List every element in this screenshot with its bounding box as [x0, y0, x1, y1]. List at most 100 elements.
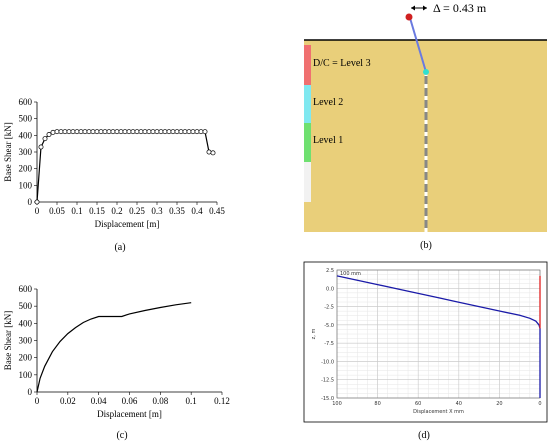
panel-a-x-tick-label: 0.25: [129, 206, 145, 216]
panel-a-data-point: [90, 129, 96, 135]
panel-a-data-point: [182, 129, 188, 135]
panel-d-x-tick-label: 20: [496, 401, 502, 407]
panel-c-x-tick-label: 0.08: [152, 396, 168, 406]
panel-a-y-tick-label: 500: [19, 114, 33, 124]
panel-c-x-tick-label: 0: [35, 396, 40, 406]
level-bar-segment: [304, 162, 311, 202]
panel-d-frame: [303, 261, 548, 423]
panel-d-x-tick-label: 40: [456, 401, 462, 407]
panel-c-chart: 0 0.02 0.04 0.06 0.08 0.1 0.12 0 100 200 300 400 500…: [3, 284, 230, 419]
panel-c-series-line: [36, 302, 192, 393]
panel-a-data-point: [178, 129, 184, 135]
panel-d-caption: (d): [418, 430, 430, 441]
panel-a-y-axis-label: Base Shear [kN]: [3, 122, 13, 181]
panel-d-chart: 100 80 60 40 20 0 2.5 0.0 -2.5 -5.0 -7.5 -10.0 -12.5…: [303, 261, 548, 423]
panel-a-data-point: [46, 132, 52, 137]
panel-a-y-tick-label: 300: [19, 147, 33, 157]
panel-a-data-point: [94, 129, 100, 135]
panel-c-x-tick-label: 0.12: [214, 396, 230, 406]
panel-a-x-tick-label: 0: [35, 206, 40, 216]
panel-a-data-point: [122, 129, 128, 135]
panel-a-data-point: [190, 129, 196, 135]
level-color-bar: [304, 45, 311, 202]
level-2-label: Level 2: [313, 97, 343, 108]
panel-d-x-axis-label: Displacement X mm: [413, 409, 464, 415]
panel-a-data-point: [102, 129, 108, 135]
panel-a-y-tick-label: 200: [19, 164, 33, 174]
panel-a-data-point: [186, 129, 192, 135]
panel-c-y-tick-label: 400: [19, 318, 33, 328]
level-bar-segment: [304, 85, 311, 123]
panel-a-data-point: [142, 129, 148, 135]
deflected-pile: [409, 17, 427, 73]
panel-c-y-axis-label: Base Shear [kN]: [3, 311, 13, 370]
panel-a-data-point: [118, 129, 124, 135]
panel-a-data-point: [126, 129, 132, 135]
panel-d-y-tick-label: -10.0: [321, 359, 334, 365]
panel-c-y-tick-label: 100: [19, 370, 33, 380]
panel-a-series-line: [36, 131, 214, 203]
panel-a-data-point: [210, 150, 216, 156]
panel-c-caption: (c): [116, 430, 127, 441]
pile-head-marker: [405, 13, 413, 21]
panel-d-y-tick-label: 2.5: [326, 268, 334, 274]
panel-a-data-point: [194, 129, 200, 135]
panel-a-data-point: [174, 129, 180, 135]
panel-d-x-tick-label: 80: [374, 401, 380, 407]
panel-a-x-tick-label: 0.1: [71, 206, 82, 216]
panel-c-y-tick-label: 0: [28, 387, 33, 397]
panel-d-y-tick-label: -12.5: [321, 378, 334, 384]
panel-a-data-point: [146, 129, 152, 135]
panel-a-y-tick-label: 100: [19, 180, 33, 190]
panel-d-y-axis-label: z, m: [311, 329, 317, 340]
panel-a-x-tick-label: 0.35: [169, 206, 185, 216]
panel-a-data-point: [98, 129, 104, 135]
panel-a-x-axis-label: Displacement [m]: [95, 219, 160, 229]
panel-b-caption: (b): [420, 240, 432, 251]
panel-a-data-point: [82, 129, 88, 135]
panel-c-y-tick-label: 200: [19, 353, 33, 363]
panel-a-data-point: [58, 129, 64, 135]
panel-a-x-tick-label: 0.05: [49, 206, 65, 216]
panel-a-data-point: [54, 129, 60, 135]
panel-a-data-point: [198, 129, 204, 135]
panel-a-data-point: [162, 129, 168, 135]
panel-a-x-tick-label: 0.4: [191, 206, 203, 216]
panel-a-data-point: [70, 129, 76, 135]
panel-a-data-point: [106, 129, 112, 135]
panel-a-data-point: [50, 129, 56, 135]
panel-a-x-tick-label: 0.15: [89, 206, 105, 216]
panel-a-data-point: [78, 129, 84, 135]
panel-a-data-point: [166, 129, 172, 135]
panel-c-x-tick-label: 0.06: [122, 396, 138, 406]
panel-a-data-point: [74, 129, 80, 135]
panel-d-y-tick-label: 0.0: [326, 286, 334, 292]
level-bar-segment: [304, 45, 311, 85]
panel-c-y-tick-label: 600: [19, 284, 33, 294]
panel-a-data-point: [42, 136, 48, 142]
panel-a-data-point: [114, 129, 120, 135]
panel-a-y-tick-label: 600: [19, 97, 33, 107]
panel-d-annotation: 100 mm: [340, 271, 361, 277]
ground-level-marker: [423, 69, 429, 75]
panel-a-data-point: [138, 129, 144, 135]
panel-a-data-point: [66, 129, 72, 135]
panel-d-y-tick-label: -5.0: [324, 323, 334, 329]
panel-b-diagram: D/C = Level 3 Level 2 Level 1 Δ = 0.43 m: [304, 1, 547, 232]
level-bar-segment: [304, 123, 311, 162]
panel-d-y-tick-label: -15.0: [321, 396, 334, 402]
panel-a-data-point: [202, 129, 208, 135]
panel-a-data-point: [110, 129, 116, 135]
panel-a-data-point: [206, 149, 212, 155]
panel-c-x-tick-label: 0.1: [186, 396, 197, 406]
delta-arrow-head-left: [411, 5, 415, 11]
panel-a-caption: (a): [114, 242, 125, 253]
panel-c-y-tick-label: 500: [19, 301, 33, 311]
panel-c-x-tick-label: 0.02: [60, 396, 76, 406]
level-3-label: D/C = Level 3: [313, 58, 371, 69]
panel-a-data-point: [170, 129, 176, 135]
panel-a-x-tick-label: 0.3: [151, 206, 163, 216]
panel-a-chart: 0 0.05 0.1 0.15 0.2 0.25 0.3 0.35 0.4 0.45 0 100 200…: [3, 97, 225, 229]
delta-label: Δ = 0.43 m: [433, 1, 487, 15]
